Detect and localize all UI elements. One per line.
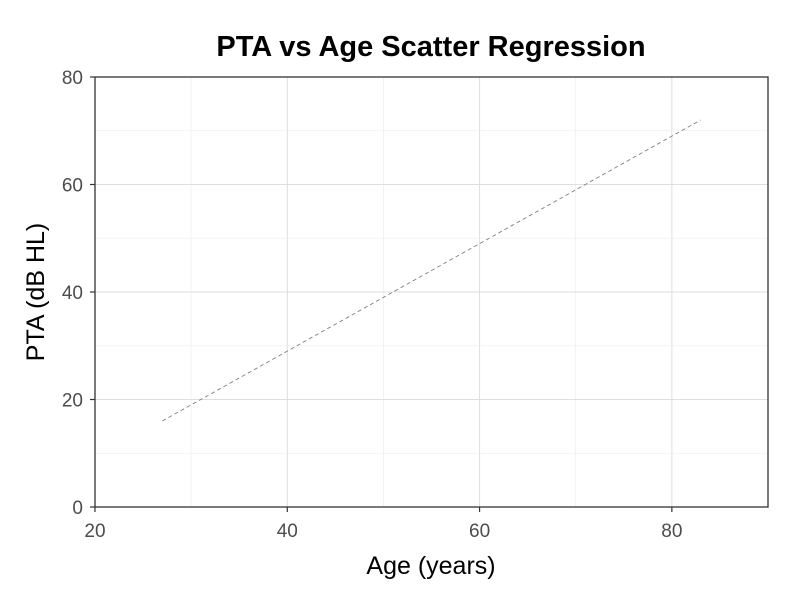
y-tick-label: 40	[62, 283, 83, 304]
x-tick-label: 20	[84, 521, 105, 542]
x-tick-label: 40	[277, 521, 298, 542]
gridlines	[94, 76, 769, 508]
y-axis: 0 20 40 60 80	[62, 68, 95, 519]
chart-title: PTA vs Age Scatter Regression	[216, 31, 645, 63]
regression-layer	[162, 119, 701, 422]
y-axis-title: PTA (dB HL)	[22, 223, 50, 361]
x-axis: 20 40 60 80	[84, 507, 682, 542]
y-tick-label: 60	[62, 176, 83, 197]
y-tick-label: 20	[62, 391, 83, 412]
x-axis-title: Age (years)	[366, 552, 495, 580]
regression-line	[162, 119, 701, 422]
x-tick-label: 60	[469, 521, 490, 542]
x-tick-label: 80	[661, 521, 682, 542]
y-tick-label: 80	[62, 68, 83, 89]
y-tick-label: 0	[72, 498, 83, 519]
